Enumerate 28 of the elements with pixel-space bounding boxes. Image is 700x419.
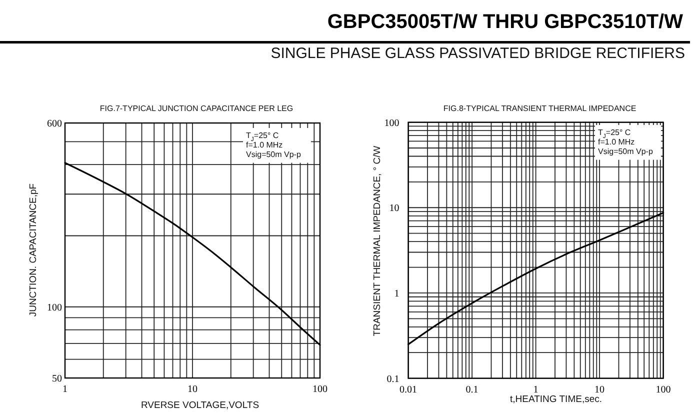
annotation: f=1.0 MHz — [598, 138, 635, 147]
text: SINGLE PHASE GLASS PASSIVATED BRIDGE RECTIFIERS — [270, 45, 685, 62]
annotation: Vsig=50m Vp-p — [246, 150, 302, 160]
y-tick-label: 100 — [47, 302, 62, 314]
chart-title: FIG.8-TYPICAL TRANSIENT THERMAL IMPEDANCE — [443, 104, 636, 113]
x-tick-label: 10 — [188, 384, 198, 395]
x-axis-title: RVERSE VOLTAGE,VOLTS — [140, 400, 260, 411]
annotation: f=1.0 MHz — [246, 140, 283, 150]
x-axis-title: t,HEATING TIME,sec. — [510, 394, 602, 405]
x-tick-label: 100 — [656, 384, 671, 396]
annotation: T$_{J}$=25° C — [246, 131, 279, 143]
y-tick-label: 100 — [384, 118, 400, 129]
text: GBPC35005T/W THRU GBPC3510T/W — [327, 11, 684, 33]
x-tick-label: 0.1 — [466, 384, 478, 396]
x-tick-label: 100 — [312, 384, 328, 395]
y-tick-label: 50 — [52, 374, 62, 384]
y-tick-label: 1 — [394, 288, 400, 300]
x-tick-label: 1 — [533, 384, 538, 396]
annotation: Vsig=50m Vp-p — [598, 147, 654, 156]
x-tick-label: 0.01 — [400, 384, 418, 396]
y-axis-title: TRANSIENT THERMAL IMPEDANCE, ° C/W — [372, 146, 383, 336]
y-tick-label: 0.1 — [386, 374, 400, 385]
y-tick-label: 600 — [47, 118, 62, 130]
y-tick-label: 10 — [389, 203, 400, 214]
x-tick-label: 10 — [594, 384, 605, 396]
annotation: T$_{J}$=25° C — [598, 128, 631, 140]
chart-title: FIG.7-TYPICAL JUNCTION CAPACITANCE PER LEG — [100, 104, 294, 113]
y-axis-title: JUNCTION. CAPACITANCE,pF — [28, 183, 39, 317]
